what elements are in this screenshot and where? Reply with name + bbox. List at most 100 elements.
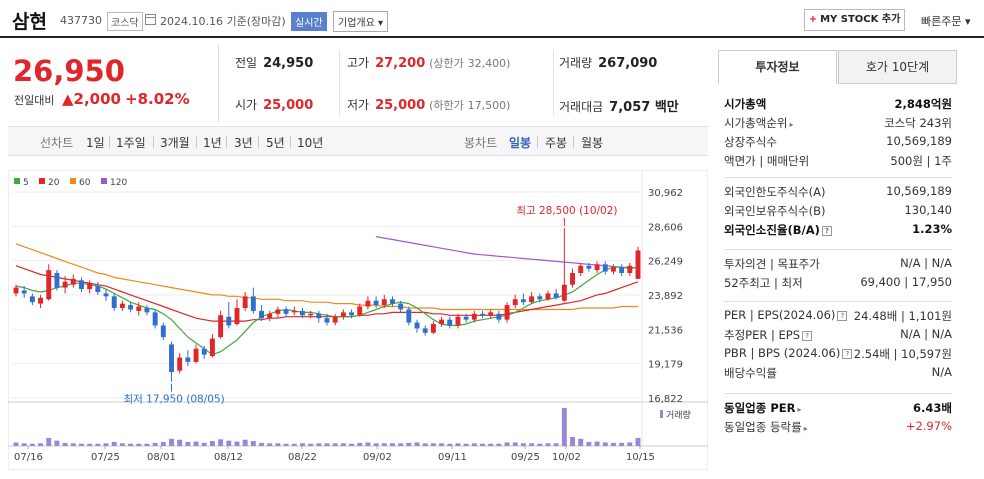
legend-swatch-20 <box>39 178 45 184</box>
candle-body <box>54 273 60 288</box>
lower-limit-label: (하한가 <box>429 99 464 112</box>
help-icon[interactable]: ? <box>802 330 813 341</box>
volume-bar <box>95 443 101 446</box>
candle-weekly[interactable]: 주봉 <box>545 136 568 150</box>
info-value: N/A <box>931 365 952 379</box>
volume-bar <box>136 443 142 446</box>
quick-order-dropdown[interactable]: 빠른주문 ▾ <box>921 15 971 28</box>
candle-body <box>529 296 535 303</box>
help-icon[interactable]: ? <box>837 310 848 321</box>
realtime-button[interactable]: 실시간 <box>291 12 327 31</box>
volume-bar <box>316 443 322 446</box>
volume-bar <box>586 441 592 446</box>
stock-code: 437730 <box>60 14 102 27</box>
volume-bar <box>152 442 158 446</box>
stock-name: 삼현 <box>12 11 47 33</box>
add-my-stock-button[interactable]: + MY STOCK 추가 <box>804 9 905 31</box>
candle-body <box>209 338 215 357</box>
line-chart-label[interactable]: 선차트 <box>40 136 74 150</box>
volume-bar <box>79 443 84 446</box>
candle-body <box>226 316 232 326</box>
volume-bar <box>455 443 461 446</box>
volume-bar <box>627 442 633 446</box>
upper-limit-label: (상한가 <box>429 57 464 70</box>
candle-body <box>185 357 191 362</box>
volume-bar <box>259 442 264 446</box>
volume-bar <box>103 443 109 446</box>
volume-bar <box>144 443 150 446</box>
candle-body <box>193 348 199 362</box>
candle-body <box>234 307 240 325</box>
volume-bar <box>21 443 27 446</box>
high-annotation: 최고 28,500 (10/02) <box>516 205 617 217</box>
period-3y[interactable]: 3년 <box>234 136 253 150</box>
candle-body <box>103 293 109 297</box>
info-key: PBR | BPS (2024.06)? <box>724 346 853 360</box>
lower-limit-value: 17,500) <box>467 99 511 112</box>
info-row: 액면가 | 매매단위 500원 | 1주 <box>724 153 952 171</box>
help-icon[interactable]: ? <box>842 348 853 359</box>
info-key: 시가총액순위 ▸ <box>724 116 794 130</box>
period-1d[interactable]: 1일 <box>86 136 105 150</box>
info-row: 외국인소진율(B/A)? 1.23% <box>724 222 952 240</box>
high-label: 고가 <box>347 56 370 70</box>
volume-bar <box>13 442 19 446</box>
candle-daily[interactable]: 일봉 <box>509 136 532 150</box>
volume-bar <box>414 442 420 446</box>
period-5y[interactable]: 5년 <box>266 136 285 150</box>
candle-body <box>201 348 207 355</box>
period-10y[interactable]: 10년 <box>297 136 324 150</box>
diff-label: 전일대비 <box>14 94 55 107</box>
volume-bar <box>267 443 273 446</box>
candle-chart-label[interactable]: 봉차트 <box>464 136 498 150</box>
info-row: 투자의견 | 목표주가 N/A | N/A <box>724 256 952 274</box>
period-3m[interactable]: 3개월 <box>160 136 190 150</box>
volume-bar <box>398 443 404 446</box>
price-chart[interactable]: 5 20 60 120 30,962 28,606 26,249 23,892 21,536 19… <box>7 169 709 471</box>
candle-body <box>357 306 363 316</box>
candle-body <box>340 312 346 317</box>
candle-body <box>119 303 125 308</box>
candle-body <box>169 344 174 373</box>
x-tick-label: 09/02 <box>363 452 392 463</box>
candle-body <box>480 313 485 316</box>
info-value: 10,569,189 <box>886 184 952 198</box>
prev-close: 전일 24,950 <box>235 54 313 71</box>
y-tick-label: 19,179 <box>648 360 683 371</box>
y-tick-label: 28,606 <box>648 222 683 233</box>
volume-bar <box>177 439 183 446</box>
info-key: 동일업종 PER ▸ <box>724 401 802 415</box>
info-row: 52주최고 | 최저 69,400 | 17,950 <box>724 275 952 293</box>
candle-body <box>373 300 379 306</box>
ma5-line <box>15 266 639 356</box>
candle-body <box>406 309 412 323</box>
candle-body <box>250 296 256 311</box>
period-1y[interactable]: 1년 <box>203 136 222 150</box>
volume-bar <box>390 443 395 446</box>
candle-body <box>128 305 134 310</box>
candle-body <box>365 300 371 307</box>
chevron-right-icon[interactable]: ▸ <box>803 424 808 433</box>
tab-invest-info[interactable]: 투자정보 <box>718 50 837 84</box>
prev-close-value: 24,950 <box>263 56 314 71</box>
help-icon[interactable]: ? <box>821 225 832 236</box>
period-1w[interactable]: 1주일 <box>116 136 146 150</box>
chevron-right-icon[interactable]: ▸ <box>789 120 794 129</box>
volume-bar <box>291 443 297 446</box>
info-divider <box>724 177 952 178</box>
tab-hoga-10[interactable]: 호가 10단계 <box>838 50 957 84</box>
candle-monthly[interactable]: 월봉 <box>581 136 604 150</box>
volume-bar <box>308 443 314 446</box>
open-label: 시가 <box>235 98 258 112</box>
candle-body <box>496 313 502 320</box>
chevron-right-icon[interactable]: ▸ <box>797 405 802 414</box>
candle-body <box>561 284 567 301</box>
volume-bar <box>496 443 502 446</box>
candle-body <box>21 290 27 294</box>
volume-bar <box>38 443 44 446</box>
info-value: 24.48배 | 1,101원 <box>853 309 952 323</box>
candle-body <box>275 309 281 314</box>
prev-close-label: 전일 <box>235 56 258 70</box>
company-overview-dropdown[interactable]: 기업개요 ▾ <box>333 11 388 32</box>
volume-bar <box>70 443 76 446</box>
